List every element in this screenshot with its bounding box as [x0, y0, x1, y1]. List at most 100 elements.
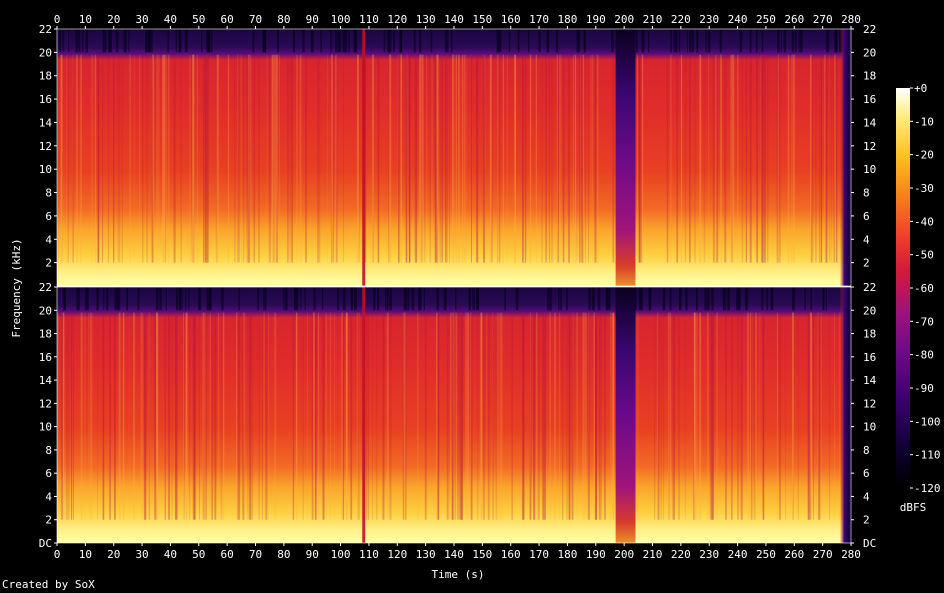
spectral-streak [237, 54, 240, 263]
spectral-streak [97, 54, 99, 263]
y-tick-label-left: 20 [39, 304, 52, 317]
spectral-streak [183, 312, 184, 520]
x-tick-label-bottom: 150 [472, 548, 492, 561]
spectrogram-field [57, 29, 851, 286]
y-tick-label-left: 18 [39, 328, 52, 341]
spectral-streak [400, 54, 403, 263]
cutoff-streak [114, 287, 117, 311]
spectral-streak [497, 54, 499, 263]
spectral-streak [580, 54, 581, 263]
spectral-streak [451, 312, 453, 520]
spectral-streak [398, 54, 401, 263]
spectral-streak [350, 312, 353, 520]
cutoff-streak [124, 29, 127, 53]
spectral-streak [267, 312, 269, 520]
spectral-streak [263, 312, 266, 520]
cutoff-streak [295, 287, 299, 311]
cutoff-streak [517, 29, 519, 53]
spectral-streak [725, 312, 727, 520]
spectral-streak [793, 312, 794, 520]
cutoff-streak [755, 29, 758, 53]
spectral-streak [559, 54, 561, 263]
x-tick-label-bottom: 20 [107, 548, 120, 561]
cutoff-streak [597, 287, 601, 311]
x-tick-label-top: 280 [841, 13, 861, 26]
spectral-streak [668, 312, 670, 520]
y-axis-label: Frequency (kHz) [10, 238, 23, 337]
cutoff-streak [75, 29, 79, 53]
spectral-streak [240, 54, 242, 263]
spectral-streak [716, 54, 719, 263]
spectral-streak [657, 312, 660, 520]
spectral-streak [215, 54, 218, 263]
spectral-streak [421, 54, 423, 263]
spectral-streak [275, 54, 278, 263]
spectral-streak [357, 312, 360, 520]
spectral-streak [576, 54, 578, 263]
spectral-streak [390, 312, 392, 520]
x-tick-label-bottom: 100 [331, 548, 351, 561]
spectral-streak [461, 54, 464, 263]
cutoff-streak [591, 287, 595, 311]
spectral-streak [834, 54, 835, 263]
spectral-streak [164, 54, 166, 263]
spectral-streak [113, 312, 116, 520]
spectral-streak [548, 54, 550, 263]
spectral-streak [699, 312, 702, 520]
cutoff-streak [430, 29, 433, 53]
spectral-streak [818, 312, 820, 520]
cutoff-streak [538, 29, 541, 53]
cutoff-streak [636, 29, 638, 53]
spectral-streak [498, 312, 500, 520]
cutoff-streak [508, 29, 511, 53]
spectral-streak [389, 54, 391, 263]
spectral-streak [441, 54, 443, 263]
x-tick-label-top: 260 [784, 13, 804, 26]
cutoff-streak [749, 29, 752, 53]
x-tick-label-bottom: 110 [359, 548, 379, 561]
spectral-streak [402, 312, 405, 520]
cutoff-streak [116, 287, 119, 311]
x-tick-label-top: 270 [813, 13, 833, 26]
cutoff-streak [560, 287, 562, 311]
spectral-streak [737, 54, 739, 263]
spectral-streak [522, 312, 525, 520]
spectral-streak [287, 54, 289, 263]
spectral-streak [590, 54, 592, 263]
spectral-streak [764, 54, 766, 263]
spectral-streak [737, 312, 739, 520]
cutoff-streak [149, 29, 152, 53]
spectral-streak [714, 54, 718, 263]
spectral-streak [387, 54, 390, 263]
spectral-streak [262, 312, 263, 520]
spectral-streak [90, 312, 93, 520]
spectral-streak [113, 54, 115, 263]
spectral-streak [174, 54, 176, 263]
cutoff-streak [210, 29, 213, 53]
colorbar-tick-label: -120 [914, 482, 941, 495]
spectral-streak [62, 312, 65, 520]
colorbar-tick-label: -20 [914, 149, 934, 162]
cutoff-streak [686, 29, 688, 53]
spectral-streak [386, 312, 389, 520]
spectral-streak [248, 54, 250, 263]
spectral-streak [680, 54, 683, 263]
cutoff-streak [151, 29, 153, 53]
spectral-streak [186, 312, 188, 520]
cutoff-streak [791, 29, 794, 53]
spectral-streak [535, 54, 537, 263]
spectral-streak [243, 54, 245, 263]
spectral-streak [488, 312, 491, 520]
spectral-streak [389, 54, 390, 263]
spectral-streak [820, 54, 823, 263]
spectral-streak [638, 54, 640, 263]
cutoff-streak [304, 287, 306, 311]
spectral-streak [97, 312, 98, 520]
cutoff-streak [145, 29, 147, 53]
cutoff-streak [209, 287, 212, 311]
spectral-streak [537, 312, 540, 520]
cutoff-streak [477, 287, 479, 311]
spectral-streak [371, 312, 373, 520]
cutoff-streak [123, 29, 127, 53]
x-tick-label-top: 180 [557, 13, 577, 26]
